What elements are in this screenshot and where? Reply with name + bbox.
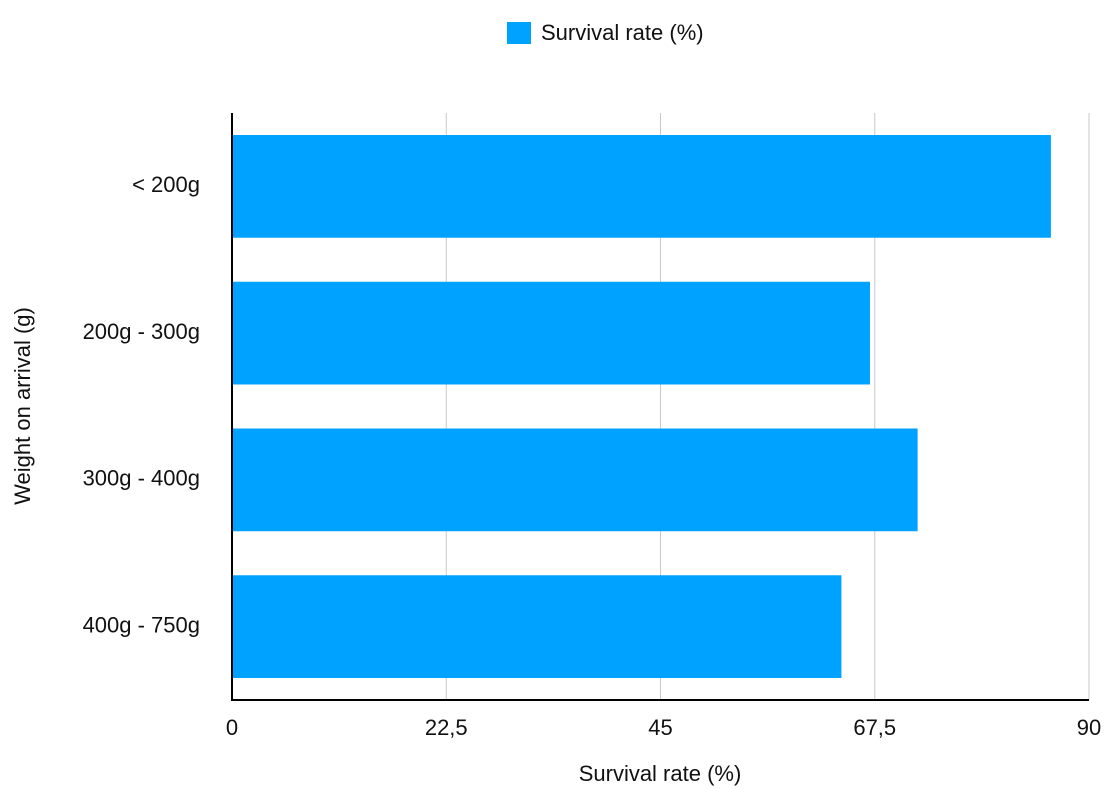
x-tick-label: 45: [648, 715, 672, 740]
bar: [232, 135, 1051, 238]
legend-swatch: [507, 22, 531, 44]
x-tick-label: 90: [1077, 715, 1101, 740]
x-tick-label: 0: [226, 715, 238, 740]
y-tick-label: < 200g: [132, 172, 200, 197]
x-tick-label: 67,5: [853, 715, 896, 740]
bar: [232, 428, 918, 532]
x-axis-title: Survival rate (%): [579, 761, 742, 786]
y-tick-label: 300g - 400g: [83, 466, 200, 491]
y-tick-label: 200g - 300g: [83, 319, 200, 344]
bar: [232, 281, 870, 385]
x-tick-label: 22,5: [425, 715, 468, 740]
bar: [232, 575, 842, 678]
y-axis-title: Weight on arrival (g): [10, 307, 35, 505]
legend-label: Survival rate (%): [541, 20, 704, 45]
y-tick-label: 400g - 750g: [83, 612, 200, 637]
